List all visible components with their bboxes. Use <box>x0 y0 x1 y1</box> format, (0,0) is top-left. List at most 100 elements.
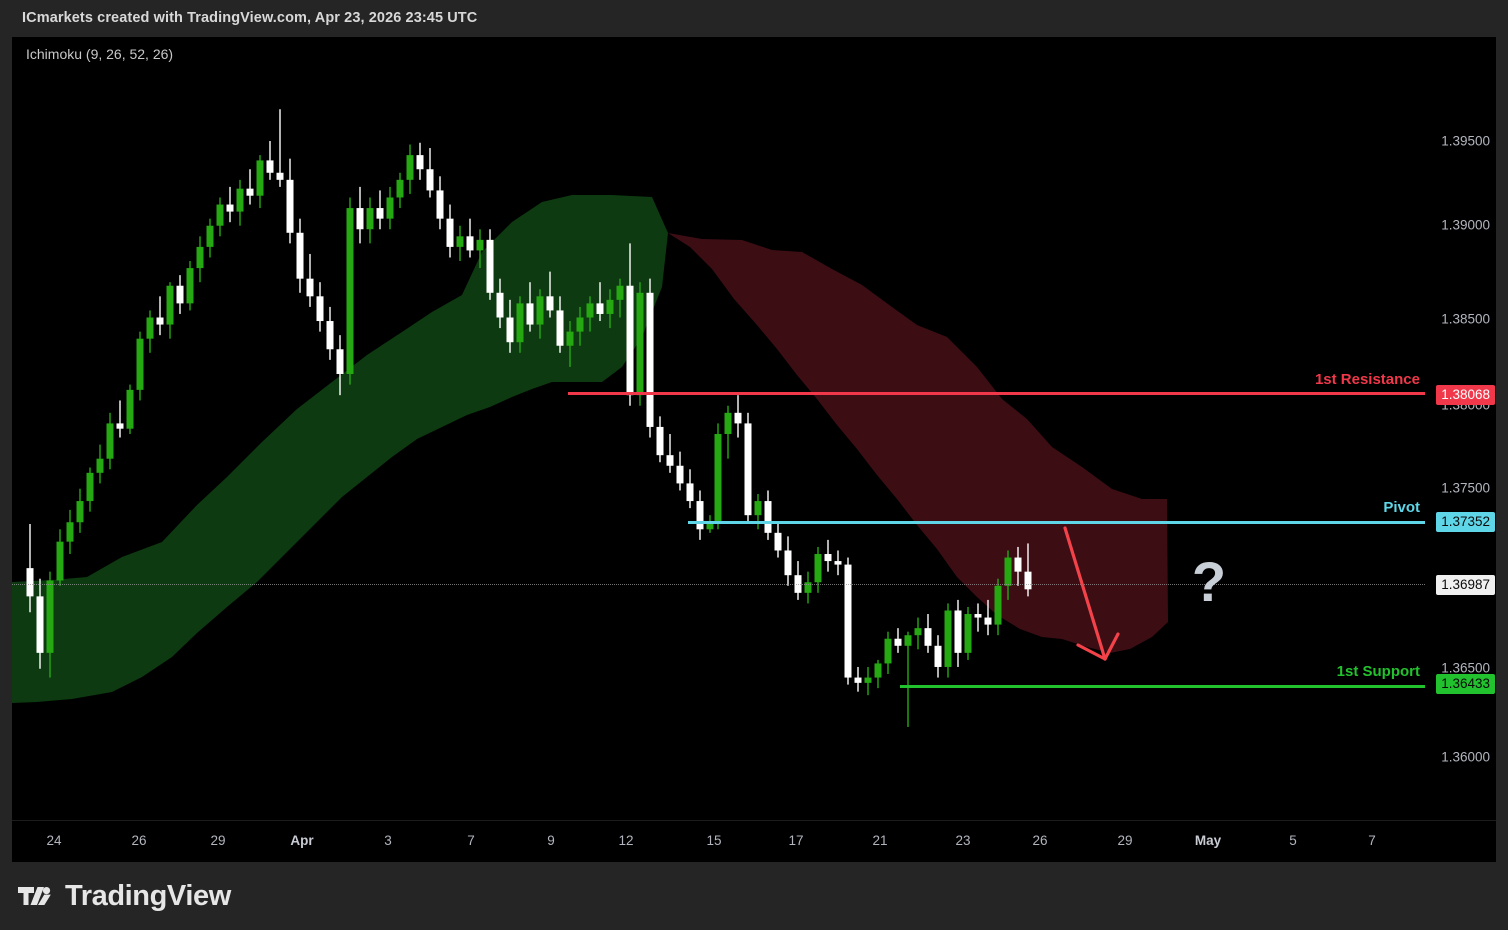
ichimoku-bearish-cloud <box>668 233 1168 653</box>
candlestick <box>396 172 404 209</box>
question-mark-annotation: ? <box>1191 550 1227 613</box>
candlestick <box>556 296 564 353</box>
candlestick <box>696 490 704 540</box>
resistance-price-badge[interactable]: 1.38068 <box>1436 385 1495 405</box>
time-tick-label: 24 <box>46 833 62 848</box>
price-scale[interactable]: 1.39500 1.39000 1.38500 1.38000 1.37500 1.365… <box>1425 37 1496 855</box>
candlestick <box>646 278 654 438</box>
candlestick <box>86 467 94 512</box>
candlestick <box>944 603 952 678</box>
candlestick <box>76 488 84 533</box>
candlestick <box>226 186 234 223</box>
candlestick <box>186 261 194 311</box>
time-tick-label: 21 <box>872 833 888 848</box>
time-tick-label: May <box>1194 833 1222 848</box>
candlestick <box>546 271 554 318</box>
tradingview-wordmark: TradingView <box>65 879 231 912</box>
candlestick <box>216 197 224 237</box>
price-tick-label: 1.39500 <box>1441 133 1490 149</box>
time-tick-label: 7 <box>467 833 475 848</box>
ichimoku-bullish-cloud <box>12 195 668 703</box>
candlestick <box>236 179 244 226</box>
1st-support-level[interactable] <box>900 685 1425 688</box>
candlestick <box>754 494 762 530</box>
time-tick-label: 5 <box>1289 833 1297 848</box>
candlestick <box>366 197 374 244</box>
candlestick <box>386 186 394 230</box>
candlestick <box>934 635 942 678</box>
us-flag-economic-event-icon[interactable] <box>1124 819 1168 820</box>
candlestick <box>46 571 54 678</box>
candlestick <box>376 190 384 230</box>
pivot-price-badge[interactable]: 1.37352 <box>1436 512 1495 532</box>
candlestick <box>126 384 134 434</box>
candlestick <box>804 571 812 604</box>
support-price-badge[interactable]: 1.36433 <box>1436 674 1495 694</box>
candlestick <box>166 282 174 339</box>
candlestick <box>784 536 792 586</box>
candlestick-plot-svg <box>12 109 1168 727</box>
candlestick <box>286 158 294 244</box>
candlestick <box>256 155 264 209</box>
price-tick-label: 1.36500 <box>1441 660 1490 676</box>
candlestick <box>606 289 614 329</box>
candlestick <box>566 321 574 367</box>
candlestick <box>626 243 634 406</box>
time-tick-label: Apr <box>290 833 314 848</box>
candlestick <box>206 218 214 258</box>
candlestick <box>176 275 184 314</box>
1st-support-level-label: 1st Support <box>1336 663 1420 680</box>
candlestick <box>744 412 752 523</box>
candlestick <box>436 176 444 230</box>
tradingview-logo-icon <box>18 887 51 905</box>
candlestick <box>874 659 882 689</box>
candlestick <box>924 614 932 653</box>
last-price-badge[interactable]: 1.36987 <box>1436 575 1495 595</box>
candlestick <box>266 141 274 180</box>
candlestick <box>486 229 494 300</box>
1st-resistance-level[interactable] <box>568 392 1425 395</box>
candlestick <box>456 225 464 262</box>
time-scale[interactable]: 24 26 29 Apr 3 7 9 12 15 17 21 23 26 29 May 5 7 <box>12 820 1496 862</box>
candlestick <box>636 282 644 406</box>
candlestick <box>844 557 852 685</box>
candlestick <box>1024 543 1032 597</box>
candlestick <box>66 509 74 555</box>
candlestick <box>834 550 842 576</box>
candlestick <box>774 522 782 558</box>
candlestick <box>326 306 334 360</box>
chart-plot-area[interactable]: 1st Resistance Pivot 1st Support ? <box>12 37 1425 820</box>
time-tick-label: 29 <box>1117 833 1133 848</box>
candlestick <box>426 148 434 198</box>
candlestick <box>446 204 454 258</box>
pivot-level-label: Pivot <box>1383 499 1420 516</box>
candlestick <box>536 289 544 339</box>
candlestick <box>714 423 722 530</box>
candlestick <box>854 666 862 692</box>
last-price-level[interactable] <box>12 584 1425 585</box>
candlestick <box>586 296 594 332</box>
candlestick <box>346 197 354 385</box>
candlestick <box>734 395 742 438</box>
candlestick <box>794 561 802 600</box>
candlestick <box>136 331 144 401</box>
time-tick-label: 17 <box>788 833 804 848</box>
candlestick <box>724 405 732 459</box>
candlestick <box>36 578 44 669</box>
candlestick <box>994 578 1002 636</box>
time-tick-label: 26 <box>131 833 147 848</box>
candlestick <box>406 144 414 194</box>
candlestick <box>96 444 104 484</box>
candlestick <box>156 296 164 336</box>
candlestick <box>764 490 772 540</box>
1st-resistance-level-label: 1st Resistance <box>1314 371 1420 388</box>
candlestick <box>306 253 314 307</box>
tradingview-logo[interactable]: TradingView <box>18 880 231 913</box>
chart-panel[interactable]: 1st Resistance Pivot 1st Support ? <box>12 37 1496 862</box>
candlestick <box>106 412 114 470</box>
candlestick <box>706 515 714 533</box>
indicator-legend-label[interactable]: Ichimoku (9, 26, 52, 26) <box>26 46 174 62</box>
candlestick <box>974 603 982 632</box>
pivot-level[interactable] <box>688 521 1425 524</box>
